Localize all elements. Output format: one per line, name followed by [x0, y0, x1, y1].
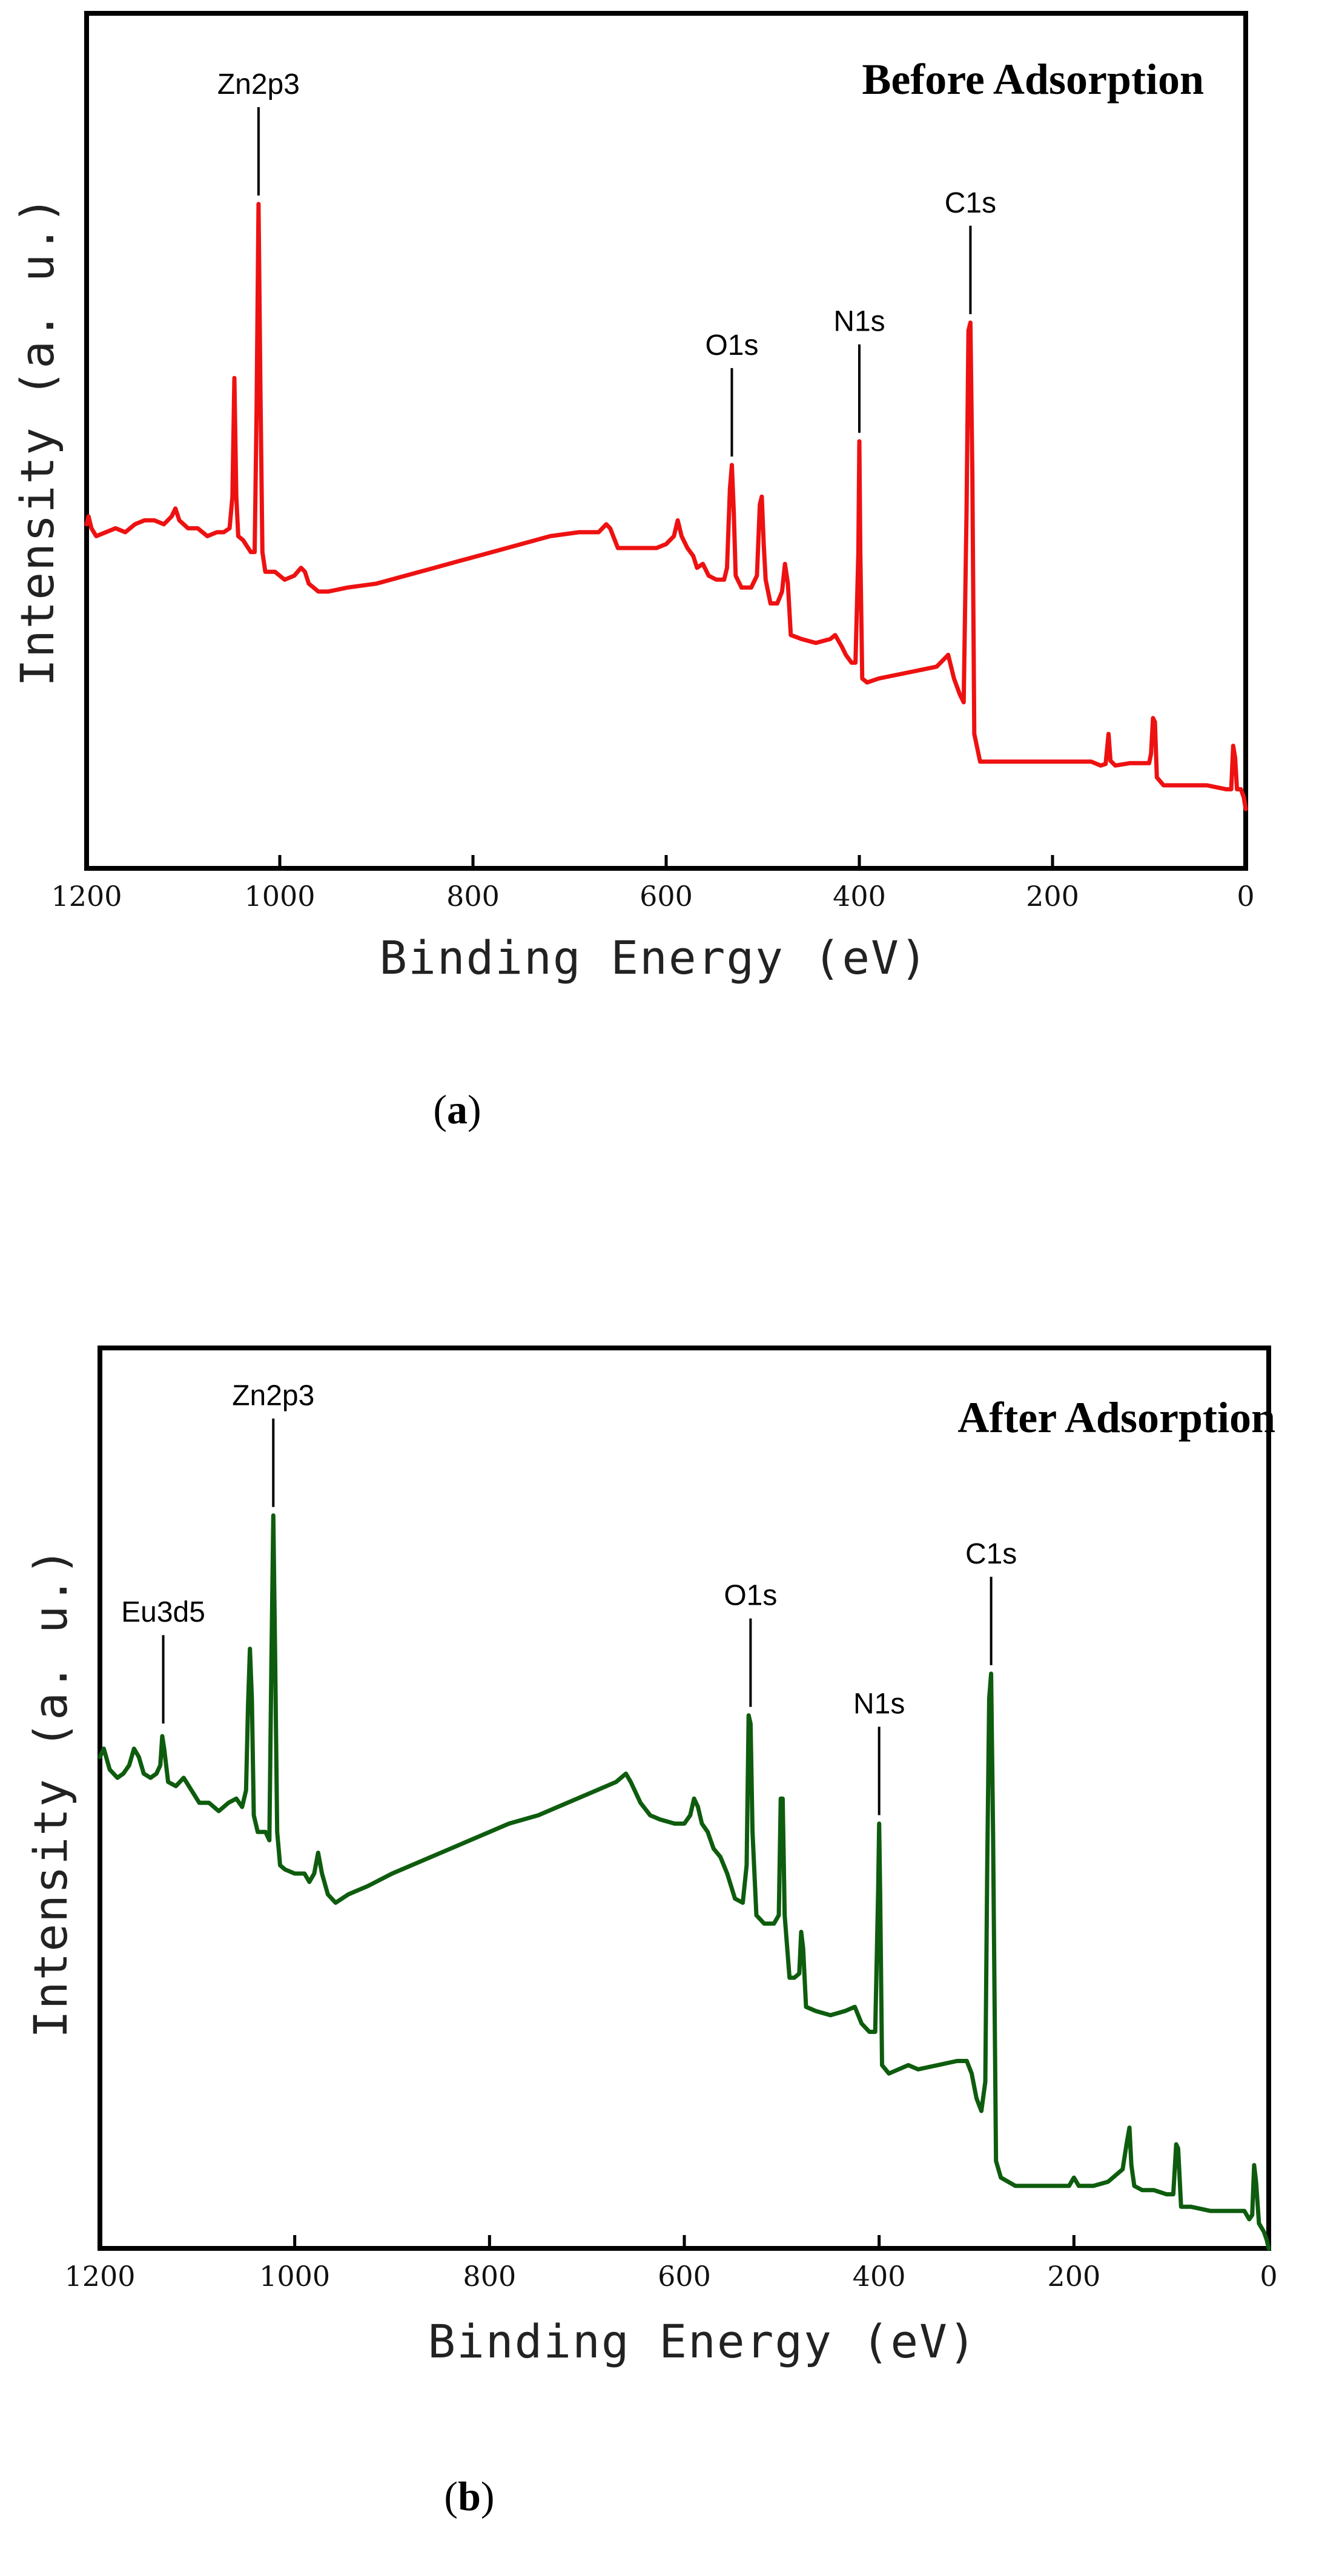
x-tick-label: 600: [640, 880, 693, 913]
x-tick-label: 0: [1237, 880, 1254, 913]
x-tick-label: 0: [1260, 2260, 1277, 2293]
peak-label: N1s: [833, 306, 885, 338]
panel-title: After Adsorption: [957, 1393, 1275, 1442]
panel-a: 1200 1000 800 600 400 200 0 Zn2p3 O1s N1s C1s Bef…: [10, 11, 1255, 1132]
peak-label: C1s: [945, 187, 996, 219]
x-axis-label: Binding Energy (eV): [379, 931, 928, 985]
x-tick-label: 1000: [244, 880, 315, 913]
peak-label: O1s: [724, 1580, 777, 1612]
x-tick-label: 400: [853, 2260, 906, 2293]
peak-label: O1s: [705, 329, 758, 362]
x-axis-label: Binding Energy (eV): [428, 2314, 977, 2368]
x-tick-label: 800: [463, 2260, 516, 2293]
x-tick-label: 400: [833, 880, 886, 913]
x-tick-label: 800: [446, 880, 500, 913]
peak-label: C1s: [965, 1538, 1017, 1570]
x-tick-label: 1200: [51, 880, 122, 913]
x-ticks: [85, 855, 1248, 868]
spectrum-line: [98, 1513, 1271, 2251]
peak-annotations: Zn2p3 O1s N1s C1s: [217, 68, 996, 457]
peak-label: Zn2p3: [217, 68, 300, 101]
spectrum-line: [84, 202, 1248, 811]
panel-letter: (a): [433, 1086, 481, 1132]
peak-annotations: Eu3d5 Zn2p3 O1s N1s C1s: [121, 1380, 1017, 1815]
x-tick-label: 200: [1026, 880, 1079, 913]
x-tick-label: 600: [658, 2260, 711, 2293]
panel-letter: (b): [444, 2473, 494, 2519]
panel-title: Before Adsorption: [862, 55, 1204, 104]
y-axis-label: Intensity (a. u.): [24, 1547, 78, 2038]
panel-letter-value: b: [458, 2473, 481, 2519]
peak-label: N1s: [853, 1688, 905, 1720]
x-tick-label: 1200: [64, 2260, 135, 2293]
panel-b: 1200 1000 800 600 400 200 0 Eu3d5 Zn2p3 O1s N1s C1…: [24, 1346, 1278, 2519]
peak-label: Eu3d5: [121, 1596, 205, 1628]
y-axis-label: Intensity (a. u.): [10, 195, 64, 687]
x-tick-labels: 1200 1000 800 600 400 200 0: [64, 2260, 1277, 2293]
x-tick-label: 200: [1047, 2260, 1100, 2293]
peak-label: Zn2p3: [232, 1380, 314, 1412]
x-tick-label: 1000: [259, 2260, 330, 2293]
panel-letter-value: a: [447, 1086, 468, 1132]
x-tick-labels: 1200 1000 800 600 400 200 0: [51, 880, 1254, 913]
